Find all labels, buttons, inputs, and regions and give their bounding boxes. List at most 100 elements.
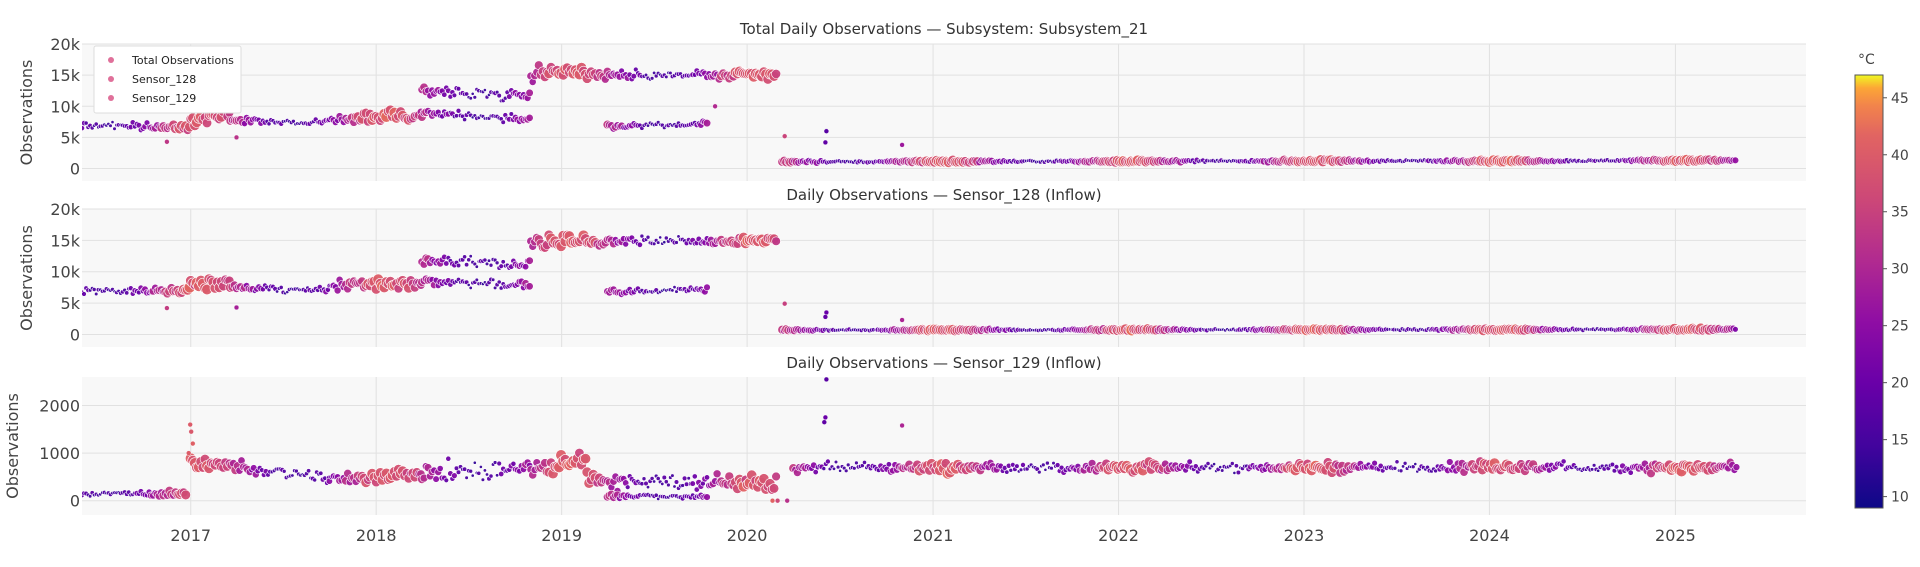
legend-entry[interactable]: Sensor_128 bbox=[132, 73, 196, 86]
outlier-point bbox=[899, 422, 905, 429]
colorbar: °C 10 15 20 25 30 35 40 45 bbox=[1854, 52, 1909, 509]
data-point bbox=[1041, 462, 1046, 468]
data-point bbox=[643, 480, 649, 487]
data-point bbox=[472, 261, 477, 267]
outlier-point bbox=[774, 498, 781, 504]
data-point bbox=[666, 482, 671, 488]
data-point bbox=[110, 120, 115, 125]
data-point bbox=[1627, 469, 1634, 476]
data-point bbox=[108, 123, 113, 128]
data-point bbox=[652, 70, 657, 75]
data-point bbox=[1413, 462, 1418, 466]
data-point bbox=[1054, 462, 1061, 468]
data-point bbox=[83, 120, 89, 126]
legend-marker bbox=[108, 57, 114, 63]
data-point bbox=[498, 470, 505, 477]
data-point bbox=[443, 260, 450, 267]
x-tick-label: 2017 bbox=[170, 526, 211, 545]
data-point bbox=[712, 469, 722, 479]
data-point bbox=[445, 455, 452, 462]
data-point bbox=[639, 481, 645, 487]
y-tick-label: 20k bbox=[50, 200, 80, 219]
data-point bbox=[82, 125, 85, 131]
data-point bbox=[278, 284, 284, 290]
data-point bbox=[663, 479, 669, 485]
panel-title: Total Daily Observations — Subsystem: Su… bbox=[739, 20, 1148, 39]
legend-marker bbox=[108, 76, 114, 82]
data-point bbox=[1186, 458, 1193, 465]
data-point bbox=[1560, 458, 1567, 465]
data-point bbox=[93, 121, 99, 127]
legend-entry[interactable]: Sensor_129 bbox=[132, 92, 196, 105]
data-point bbox=[689, 480, 696, 487]
data-point bbox=[630, 73, 637, 80]
data-point bbox=[1020, 462, 1026, 468]
outlier-point bbox=[190, 441, 196, 447]
data-point bbox=[845, 462, 851, 468]
data-point bbox=[693, 486, 700, 493]
data-point bbox=[624, 484, 631, 490]
points bbox=[82, 60, 1740, 168]
y-tick-label: 0 bbox=[70, 492, 80, 511]
panel-2: 0 5k 10k 15k 20k Daily Observations — Sensor_… bbox=[17, 186, 1806, 347]
data-point bbox=[468, 468, 474, 474]
data-point bbox=[676, 234, 681, 239]
data-point bbox=[291, 119, 296, 124]
data-point bbox=[1394, 459, 1400, 465]
data-point bbox=[860, 463, 865, 468]
data-point bbox=[464, 262, 470, 268]
panel-title: Daily Observations — Sensor_129 (Inflow) bbox=[786, 354, 1101, 373]
data-point bbox=[645, 123, 650, 128]
colorbar-title: °C bbox=[1858, 52, 1875, 68]
legend[interactable]: Total Observations Sensor_128 Sensor_129 bbox=[93, 45, 242, 114]
colorbar-tick-label: 20 bbox=[1891, 376, 1909, 392]
legend-box bbox=[93, 45, 242, 114]
data-point bbox=[838, 468, 843, 473]
y-axis-label: Observations bbox=[17, 225, 36, 331]
data-point bbox=[484, 472, 489, 477]
data-point bbox=[831, 466, 836, 471]
x-tick-label: 2023 bbox=[1284, 526, 1325, 545]
data-point bbox=[1018, 467, 1024, 472]
data-point bbox=[1232, 470, 1237, 475]
outlier-point bbox=[822, 414, 829, 421]
data-point bbox=[655, 476, 661, 481]
data-point bbox=[771, 471, 781, 482]
outlier-point bbox=[821, 419, 827, 425]
x-tick-label: 2021 bbox=[913, 526, 954, 545]
colorbar-tick-label: 15 bbox=[1891, 433, 1909, 449]
data-point bbox=[672, 285, 677, 290]
data-point bbox=[1230, 461, 1235, 466]
data-point bbox=[525, 256, 534, 265]
x-axis: 2017 2018 2019 2020 2021 2022 2023 2024 2025 bbox=[170, 526, 1695, 545]
data-point bbox=[664, 74, 669, 79]
colorbar-tick-label: 45 bbox=[1891, 91, 1909, 107]
data-point bbox=[476, 470, 482, 476]
data-point bbox=[1401, 464, 1406, 469]
data-point bbox=[643, 72, 649, 78]
y-axis-label: Observations bbox=[3, 393, 22, 499]
data-point bbox=[668, 70, 673, 76]
data-point bbox=[112, 126, 117, 131]
data-point bbox=[686, 476, 691, 481]
data-point bbox=[812, 469, 819, 476]
data-point bbox=[1205, 461, 1211, 466]
data-point bbox=[480, 477, 486, 482]
colorbar-tick-label: 40 bbox=[1891, 148, 1909, 164]
colorbar-tick-label: 25 bbox=[1891, 319, 1909, 335]
data-point bbox=[91, 287, 97, 292]
y-tick-label: 10k bbox=[50, 263, 80, 282]
data-point bbox=[645, 485, 650, 490]
panel-3: 0 1000 2000 Daily Observations — Sensor_129… bbox=[3, 354, 1806, 515]
data-point bbox=[82, 291, 87, 297]
data-point bbox=[1037, 469, 1042, 475]
data-point bbox=[636, 241, 643, 248]
data-point bbox=[703, 283, 711, 291]
data-point bbox=[691, 473, 698, 480]
data-point bbox=[180, 489, 191, 501]
data-point bbox=[491, 277, 496, 282]
data-point bbox=[651, 241, 657, 247]
legend-entry[interactable]: Total Observations bbox=[131, 54, 234, 67]
y-tick-label: 1000 bbox=[39, 444, 80, 463]
